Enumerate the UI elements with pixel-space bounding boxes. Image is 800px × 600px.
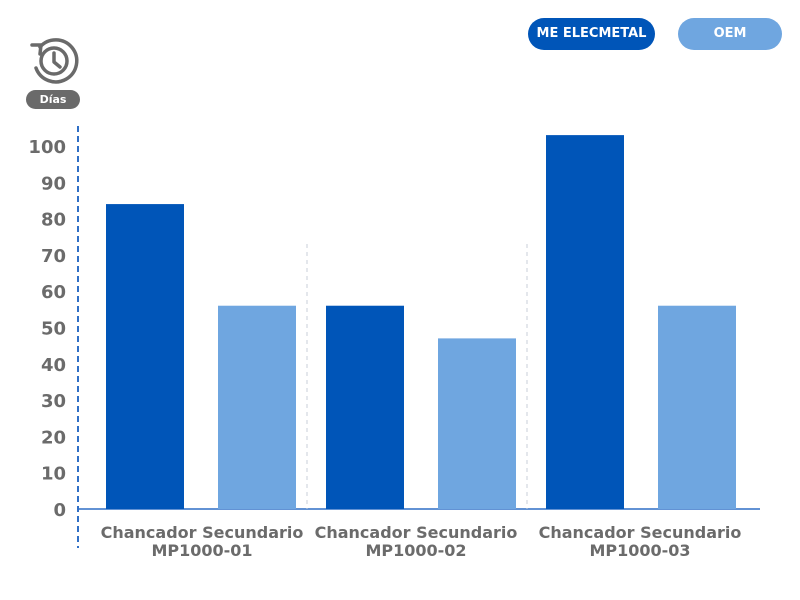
bar bbox=[546, 135, 624, 510]
bar bbox=[326, 305, 404, 509]
clock-history-icon bbox=[27, 34, 81, 88]
y-tick-label: 70 bbox=[41, 246, 66, 267]
bar bbox=[438, 338, 516, 509]
y-tick-label: 10 bbox=[41, 464, 66, 485]
category-label: Chancador Secundario bbox=[315, 523, 518, 542]
y-tick-label: 90 bbox=[41, 173, 66, 194]
category-label: MP1000-01 bbox=[151, 541, 252, 560]
y-tick-label: 50 bbox=[41, 319, 66, 340]
y-tick-label: 30 bbox=[41, 391, 66, 412]
y-tick-label: 20 bbox=[41, 427, 66, 448]
legend-me-elecmetal-button[interactable]: ME ELECMETAL bbox=[528, 18, 655, 50]
category-label: Chancador Secundario bbox=[101, 523, 304, 542]
legend-oem-button[interactable]: OEM bbox=[678, 18, 782, 50]
y-tick-label: 100 bbox=[28, 137, 66, 158]
y-tick-label: 80 bbox=[41, 210, 66, 231]
bar bbox=[106, 204, 184, 509]
category-label: MP1000-02 bbox=[365, 541, 466, 560]
y-tick-label: 40 bbox=[41, 355, 66, 376]
y-tick-label: 60 bbox=[41, 282, 66, 303]
y-tick-label: 0 bbox=[53, 500, 66, 521]
category-label: MP1000-03 bbox=[589, 541, 690, 560]
category-label: Chancador Secundario bbox=[539, 523, 742, 542]
bar bbox=[658, 305, 736, 509]
bar bbox=[218, 305, 296, 509]
unit-badge: Días bbox=[26, 90, 80, 109]
